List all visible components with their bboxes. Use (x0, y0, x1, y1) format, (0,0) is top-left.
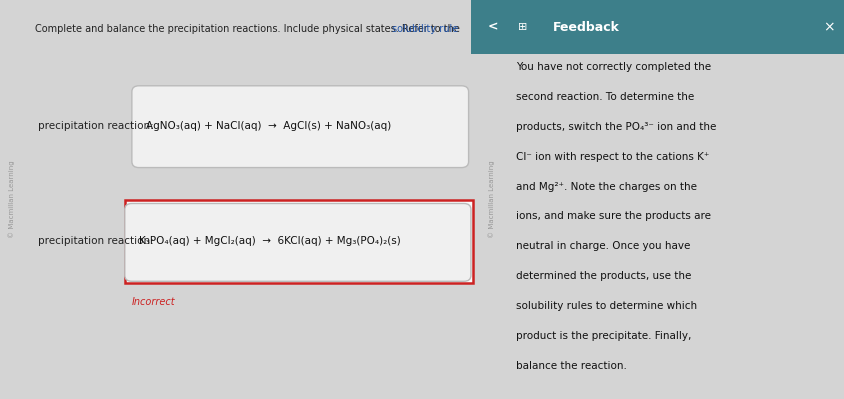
Text: K₃PO₄(aq) + MgCl₂(aq)  →  6KCl(aq) + Mg₃(PO₄)₂(s): K₃PO₄(aq) + MgCl₂(aq) → 6KCl(aq) + Mg₃(P… (139, 236, 401, 247)
Text: AgNO₃(aq) + NaCl(aq)  →  AgCl(s) + NaNO₃(aq): AgNO₃(aq) + NaCl(aq) → AgCl(s) + NaNO₃(a… (146, 120, 392, 131)
Text: © Macmillan Learning: © Macmillan Learning (8, 161, 15, 238)
Text: and Mg²⁺. Note the charges on the: and Mg²⁺. Note the charges on the (516, 182, 696, 192)
FancyBboxPatch shape (125, 200, 473, 283)
Text: solubility rules to determine which: solubility rules to determine which (516, 301, 697, 311)
FancyBboxPatch shape (132, 86, 468, 168)
Text: Feedback: Feedback (553, 21, 619, 34)
Text: ×: × (823, 20, 835, 34)
Text: Incorrect: Incorrect (132, 297, 176, 307)
Text: solubility rule: solubility rule (392, 24, 458, 34)
Text: determined the products, use the: determined the products, use the (516, 271, 691, 281)
Text: neutral in charge. Once you have: neutral in charge. Once you have (516, 241, 690, 251)
FancyBboxPatch shape (471, 0, 844, 54)
Text: You have not correctly completed the: You have not correctly completed the (516, 62, 711, 72)
Text: balance the reaction.: balance the reaction. (516, 361, 626, 371)
Text: second reaction. To determine the: second reaction. To determine the (516, 92, 694, 102)
Text: products, switch the PO₄³⁻ ion and the: products, switch the PO₄³⁻ ion and the (516, 122, 716, 132)
Text: Cl⁻ ion with respect to the cations K⁺: Cl⁻ ion with respect to the cations K⁺ (516, 152, 709, 162)
Text: ions, and make sure the products are: ions, and make sure the products are (516, 211, 711, 221)
Text: precipitation reaction:: precipitation reaction: (38, 236, 154, 247)
FancyBboxPatch shape (125, 203, 471, 281)
Text: ⊞: ⊞ (518, 22, 528, 32)
Text: product is the precipitate. Finally,: product is the precipitate. Finally, (516, 331, 691, 341)
Text: © Macmillan Learning: © Macmillan Learning (488, 161, 495, 238)
Text: <: < (488, 21, 499, 34)
Text: Complete and balance the precipitation reactions. Include physical states. Refer: Complete and balance the precipitation r… (35, 24, 463, 34)
Text: precipitation reaction:: precipitation reaction: (38, 120, 154, 131)
